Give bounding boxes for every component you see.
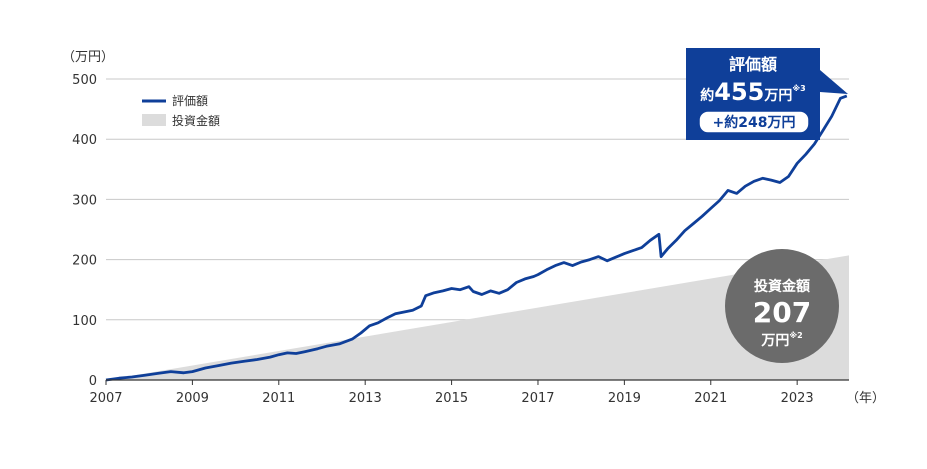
investment-area [106, 255, 849, 380]
legend: 評価額 投資金額 [142, 93, 220, 128]
x-tick-label-2015: 2015 [435, 391, 468, 406]
y-tick-label-100: 100 [72, 314, 97, 329]
gain-text: +約248万円 [713, 114, 796, 131]
callout-prefix: 約 [700, 87, 714, 104]
bubble-number: 207 [753, 296, 811, 329]
callout-title: 評価額 [729, 55, 777, 74]
callout-value: 約455万円※3 [700, 78, 805, 106]
callout-number: 455 [714, 78, 764, 106]
valuation-polyline [105, 94, 848, 382]
legend-valuation-label: 評価額 [172, 93, 208, 108]
x-tick-label-2009: 2009 [176, 391, 209, 406]
y-unit-label: （万円） [62, 50, 114, 65]
x-tick-label-2023: 2023 [781, 391, 814, 406]
x-tick-label-2017: 2017 [521, 391, 554, 406]
y-tick-label-200: 200 [72, 254, 97, 269]
bubble-unit: 万円 [760, 333, 789, 349]
axes: 0 100 200 300 400 500 2007 2009 2011 2013 2015 2017… [72, 73, 849, 406]
bubble-unit-line: 万円※2 [760, 330, 802, 349]
y-tick-label-0: 0 [89, 374, 97, 389]
y-tick-label-400: 400 [72, 133, 97, 148]
callout-unit: 万円 [763, 88, 792, 104]
bubble-title: 投資金額 [754, 278, 810, 295]
bubble-circle [725, 249, 839, 363]
x-tick-label-2019: 2019 [608, 391, 641, 406]
y-tick-label-300: 300 [72, 193, 97, 208]
callout-note: ※3 [792, 83, 805, 93]
investment-area-shape [106, 255, 849, 380]
x-tick-label-2007: 2007 [89, 391, 122, 406]
valuation-callout: 評価額 約455万円※3 +約248万円 [686, 48, 848, 140]
legend-investment-swatch [142, 114, 166, 126]
x-tick-label-2011: 2011 [262, 391, 295, 406]
gain-pill [698, 110, 810, 134]
legend-investment-label: 投資金額 [172, 113, 220, 128]
investment-bubble: 投資金額 207 万円※2 [725, 249, 839, 363]
valuation-line [105, 94, 848, 382]
bubble-note: ※2 [789, 330, 802, 340]
x-unit-label: （年） [846, 391, 885, 406]
y-tick-label-500: 500 [72, 73, 97, 88]
x-tick-label-2021: 2021 [694, 391, 727, 406]
x-tick-label-2013: 2013 [349, 391, 382, 406]
